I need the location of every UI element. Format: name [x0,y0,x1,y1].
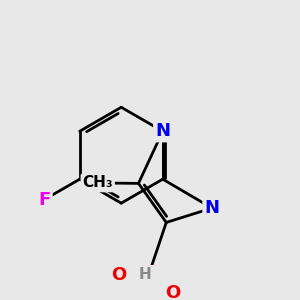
Text: O: O [165,284,181,300]
Text: N: N [205,199,220,217]
Text: H: H [139,267,151,282]
Text: N: N [155,122,170,140]
Text: F: F [38,190,51,208]
Text: CH₃: CH₃ [82,176,113,190]
Text: O: O [111,266,126,284]
